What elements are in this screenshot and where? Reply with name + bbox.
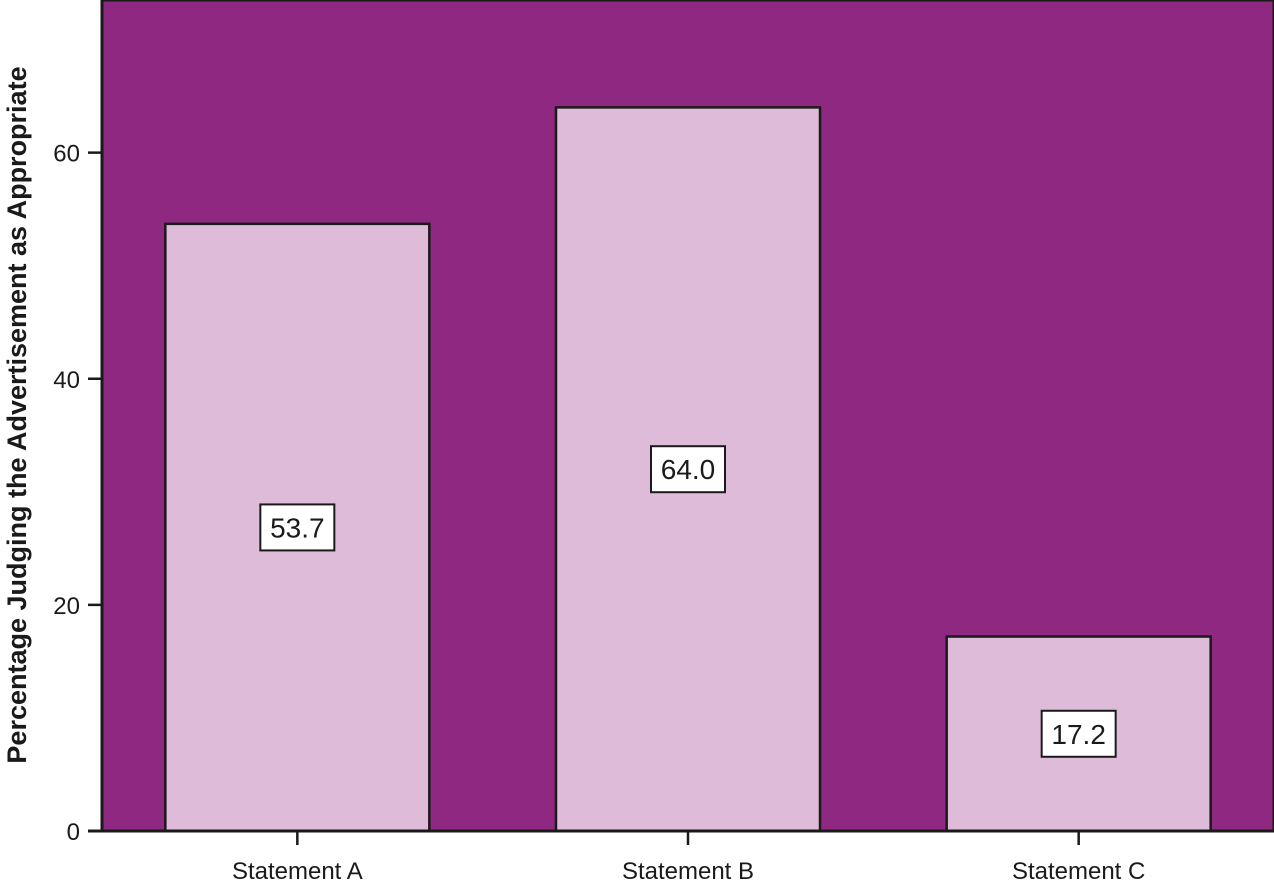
data-labels-group: 53.7 64.0 17.2: [259, 445, 1117, 758]
data-label-box: [259, 503, 336, 552]
y-tick-label: 60: [53, 141, 80, 168]
data-label: 53.7: [270, 512, 325, 543]
y-tick-label: 40: [53, 367, 80, 394]
x-tick-label: Statement A: [232, 858, 363, 881]
x-tick-label: Statement C: [1012, 858, 1145, 881]
x-tick-label: Statement B: [622, 858, 754, 881]
y-tick-label: 0: [67, 819, 80, 846]
y-tick-label: 20: [53, 593, 80, 620]
data-label-box: [650, 445, 726, 494]
y-axis-label: Percentage Judging the Advertisement as …: [2, 66, 32, 763]
data-label: 17.2: [1051, 719, 1106, 750]
data-label: 64.0: [661, 454, 716, 485]
data-label-box: [1040, 709, 1117, 758]
